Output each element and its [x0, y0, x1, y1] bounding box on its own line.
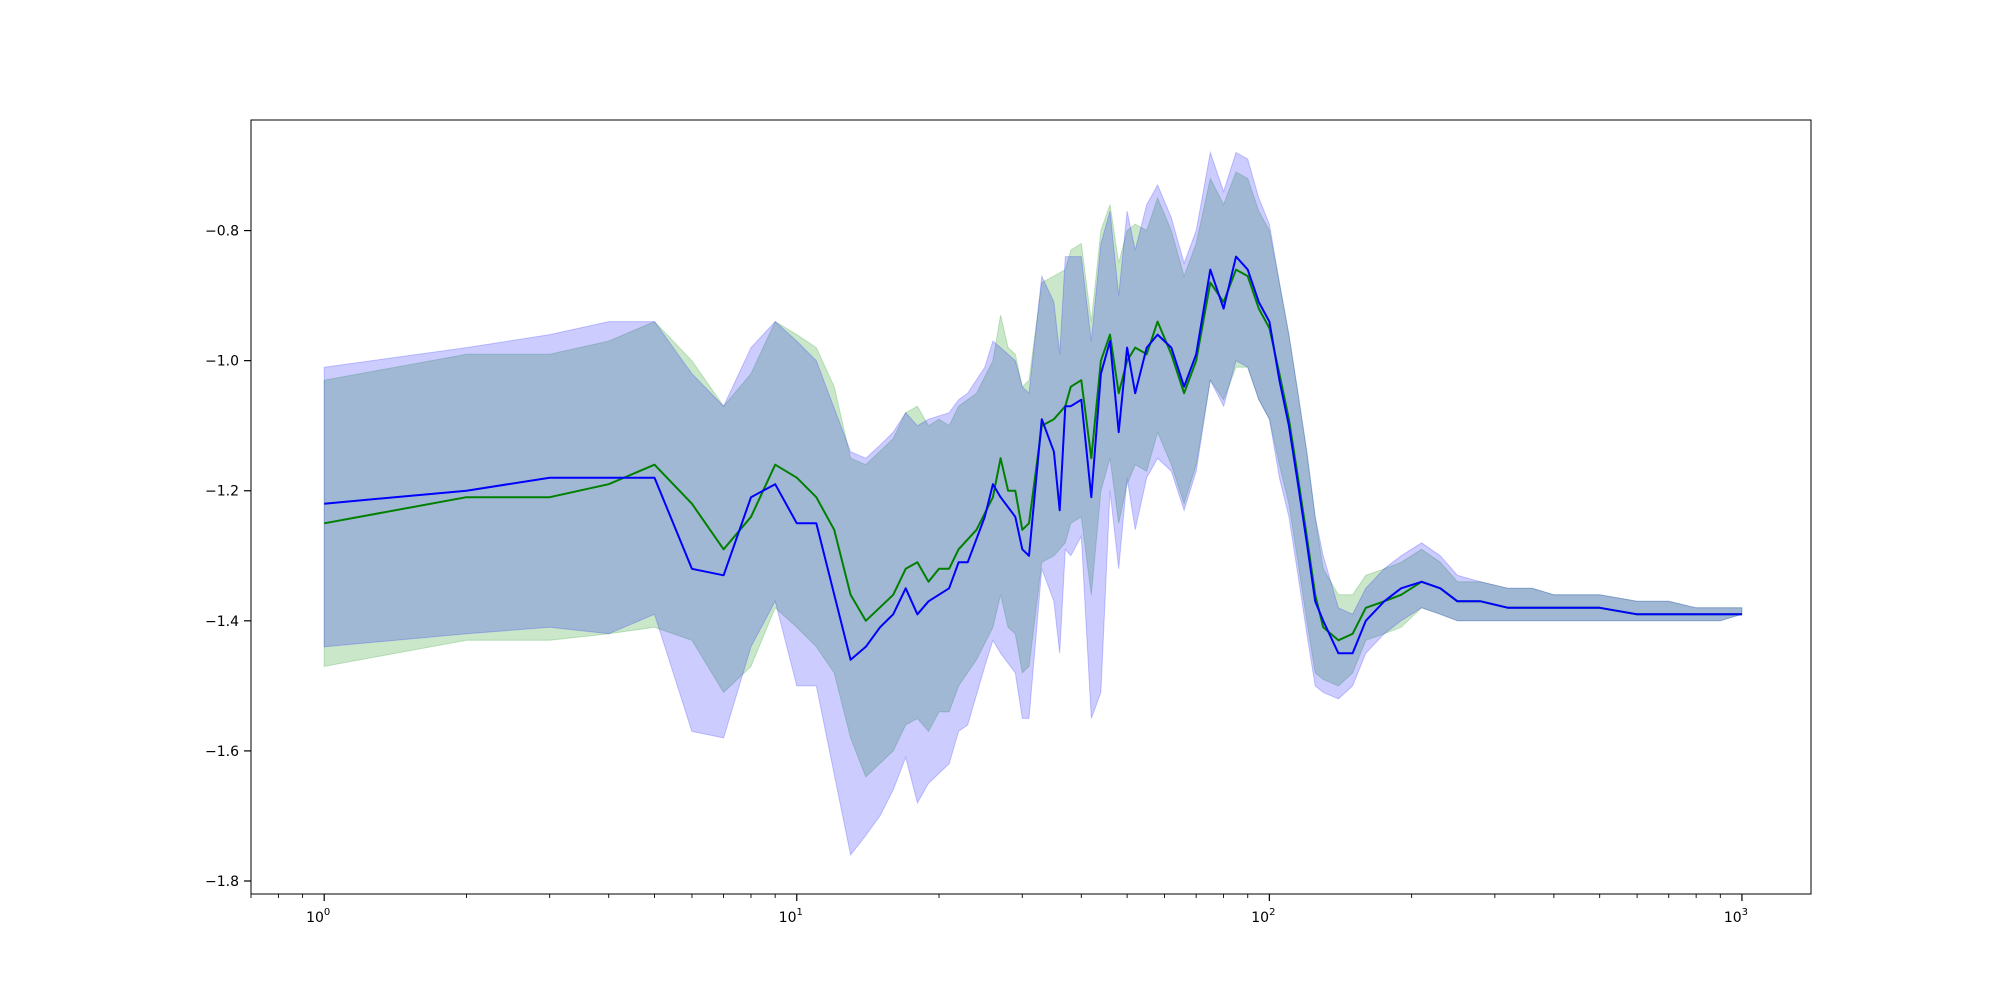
y-axis: −0.8 −1.0 −1.2 −1.4 −1.6 −1.8 — [205, 224, 251, 890]
x-tick-label: 102 — [1251, 907, 1275, 926]
y-tick-label: −1.6 — [205, 744, 239, 760]
y-tick-label: −1.8 — [205, 874, 239, 890]
series-2-line — [324, 255, 1742, 661]
y-tick-label: −0.8 — [205, 224, 239, 240]
y-tick-label: −1.2 — [205, 484, 239, 500]
plot-frame — [250, 119, 1812, 895]
series-1-line — [324, 268, 1742, 642]
x-tick-label: 100 — [306, 907, 330, 926]
y-tick-label: −1.4 — [205, 614, 239, 630]
y-tick-label: −1.0 — [205, 354, 239, 370]
x-axis: 100 101 102 103 — [250, 894, 1748, 926]
x-tick-label: 103 — [1724, 907, 1748, 926]
series-lines — [324, 255, 1742, 661]
x-tick-label: 101 — [779, 907, 803, 926]
